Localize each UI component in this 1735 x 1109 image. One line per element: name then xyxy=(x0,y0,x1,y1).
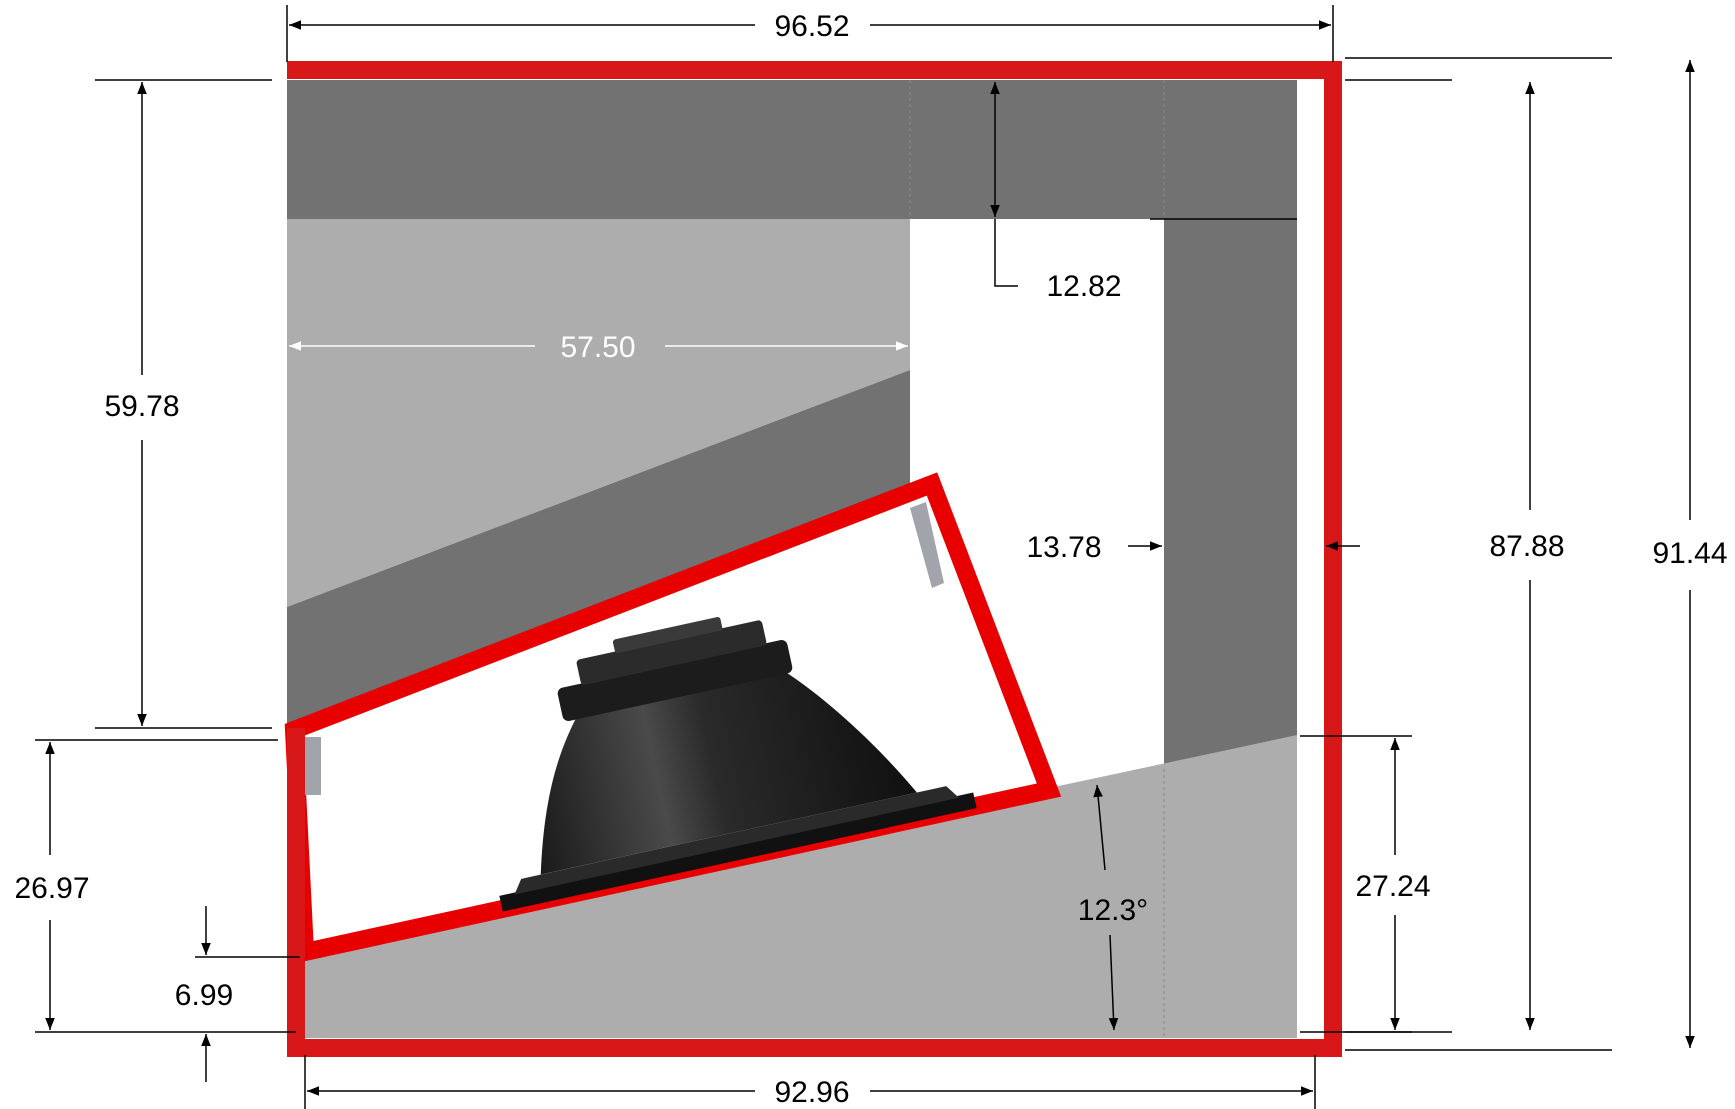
label-upper-left-height: 59.78 xyxy=(104,390,179,423)
speaker-driver-icon xyxy=(499,617,977,912)
label-lower-right-height: 27.24 xyxy=(1355,870,1430,903)
dim-line-angle xyxy=(1093,784,1106,871)
label-inner-height: 87.88 xyxy=(1489,530,1564,563)
driver-surround xyxy=(514,786,959,895)
label-baffle-angle: 12.3° xyxy=(1078,894,1148,927)
upper-shelf-face xyxy=(287,219,910,607)
brace-right xyxy=(910,502,944,588)
bottom-sloped-panel xyxy=(287,735,1297,1038)
driver-cone xyxy=(540,670,917,875)
dimension-lines xyxy=(35,5,1695,1109)
driver-magnet-ring xyxy=(557,640,793,722)
label-baffle-offset: 6.99 xyxy=(175,979,233,1012)
leader-top-panel xyxy=(994,219,1018,287)
label-overall-height: 91.44 xyxy=(1652,537,1727,570)
enclosure-panels xyxy=(287,80,1297,1038)
sloped-shelf-underside xyxy=(287,370,910,725)
right-vertical-panel xyxy=(1164,219,1297,769)
brace-left xyxy=(305,737,321,795)
label-inner-width: 92.96 xyxy=(774,1076,849,1109)
label-overall-width: 96.52 xyxy=(774,10,849,43)
driver-pole xyxy=(612,617,723,654)
label-top-panel-thickness: 12.82 xyxy=(1046,270,1121,303)
label-port-width: 13.78 xyxy=(1026,531,1101,564)
dimension-labels: 96.52 92.96 59.78 26.97 6.99 87.88 91.44… xyxy=(14,10,1727,1109)
dim-line-angle xyxy=(1108,934,1119,1031)
label-shelf-length: 57.50 xyxy=(560,331,635,364)
driver-magnet-top xyxy=(576,620,767,685)
outer-shell-outline xyxy=(287,61,1342,1057)
driver-flange xyxy=(499,792,977,912)
outer-shell xyxy=(287,61,1342,1057)
label-lower-left-height: 26.97 xyxy=(14,872,89,905)
top-panel xyxy=(287,80,1297,219)
